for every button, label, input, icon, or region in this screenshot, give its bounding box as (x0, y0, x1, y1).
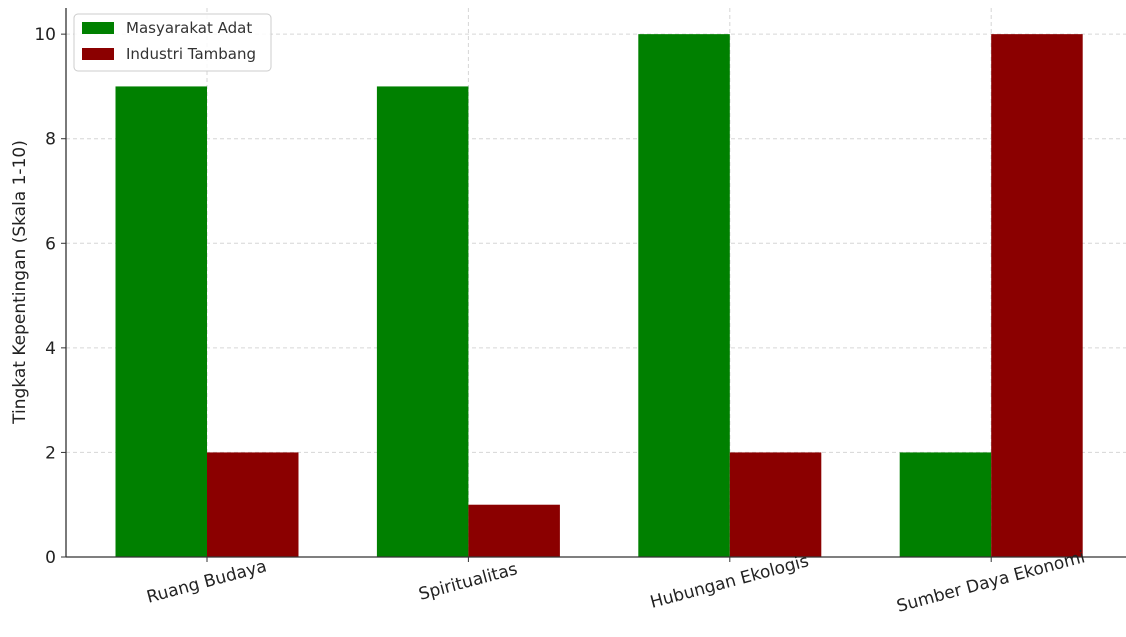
bar-industri-tambang-1 (468, 504, 560, 557)
axes (65, 8, 1126, 558)
legend-box (73, 13, 272, 72)
bar-industri-tambang-2 (729, 452, 822, 557)
legend-label-masyarakat-adat: Masyarakat Adat (126, 19, 252, 37)
legend-swatch-industri-tambang (82, 48, 114, 60)
bar-masyarakat-adat-1 (376, 86, 469, 557)
bars (115, 34, 1083, 557)
x-tick-label-0: Ruang Budaya (145, 556, 269, 607)
x-ticks: Ruang Budaya Spiritualitas Hubungan Ekolog… (145, 547, 1088, 617)
y-tick-label-0: 0 (45, 548, 56, 568)
legend: Masyarakat Adat Industri Tambang (73, 13, 272, 72)
x-tick-label-1: Spiritualitas (417, 559, 520, 605)
y-ticks: 0 2 4 6 8 10 (34, 25, 66, 568)
bar-masyarakat-adat-0 (115, 86, 207, 557)
y-tick-label-3: 6 (45, 234, 56, 254)
legend-swatch-masyarakat-adat (82, 22, 114, 34)
y-tick-label-5: 10 (34, 25, 56, 45)
y-tick-label-2: 4 (45, 339, 56, 359)
y-axis-title: Tingkat Kepentingan (Skala 1-10) (10, 140, 30, 425)
bar-masyarakat-adat-3 (899, 452, 992, 557)
y-tick-label-4: 8 (45, 130, 56, 150)
bar-masyarakat-adat-2 (638, 34, 730, 557)
bar-industri-tambang-0 (207, 452, 299, 557)
bar-industri-tambang-3 (991, 34, 1083, 557)
y-tick-label-1: 2 (45, 443, 56, 463)
legend-label-industri-tambang: Industri Tambang (126, 45, 256, 63)
